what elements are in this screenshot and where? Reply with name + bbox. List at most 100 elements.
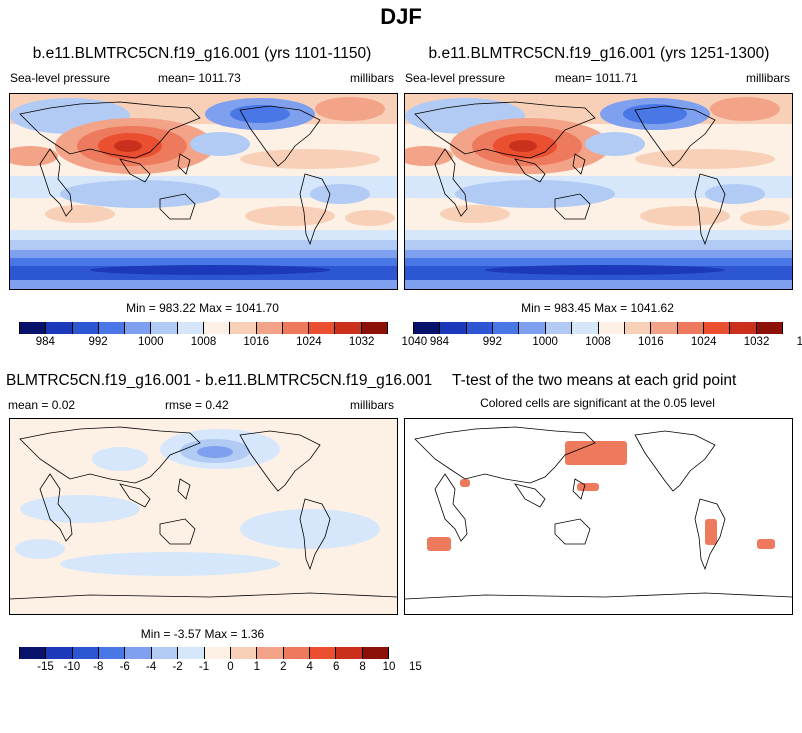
colorbar-swatch xyxy=(151,647,179,659)
colorbar-tick-label: 1032 xyxy=(743,336,770,348)
panel1-colorbar-ticks: 984 992 1000 1008 1016 1024 1032 1040 xyxy=(19,336,427,350)
significant-cell xyxy=(757,539,775,549)
colorbar-tick-label: 1024 xyxy=(690,336,717,348)
colorbar-tick-label: -2 xyxy=(172,661,183,673)
panel2-colorbar-ticks: 984 992 1000 1008 1016 1024 1032 1040 xyxy=(413,336,802,350)
colorbar-tick-label: -4 xyxy=(146,661,157,673)
panel1-units-label: millibars xyxy=(350,71,395,85)
colorbar-swatch xyxy=(46,647,73,659)
panel2-colorbar xyxy=(413,322,784,334)
panel4-field-svg xyxy=(405,419,792,614)
colorbar-swatch xyxy=(98,322,126,334)
colorbar-tick-label: 1 xyxy=(253,661,261,673)
panel1-minmax: Min = 983.22 Max = 1041.70 xyxy=(126,301,279,315)
colorbar-swatch xyxy=(230,322,257,334)
colorbar-tick-label: 1000 xyxy=(137,336,164,348)
significant-cell xyxy=(427,537,451,551)
colorbar-swatch xyxy=(204,647,231,659)
colorbar-swatch xyxy=(125,322,152,334)
colorbar-tick-label: -1 xyxy=(198,661,210,673)
panel4-map xyxy=(404,418,793,615)
colorbar-swatch xyxy=(257,647,284,659)
panel3-map xyxy=(9,418,398,615)
significant-cells xyxy=(427,441,775,551)
panel1-field-svg xyxy=(10,94,397,289)
colorbar-swatch xyxy=(361,322,388,334)
colorbar-swatch xyxy=(178,647,205,659)
panel2-title: b.e11.BLMTRC5CN.f19_g16.001 (yrs 1251-13… xyxy=(428,45,770,62)
significant-cell xyxy=(565,441,627,465)
significant-cell xyxy=(577,483,599,491)
panel3-mean-label: mean = 0.02 xyxy=(8,398,76,412)
colorbar-tick-label: 1024 xyxy=(296,336,322,348)
colorbar-tick-label: 1008 xyxy=(585,336,611,348)
colorbar-swatch xyxy=(598,322,625,334)
significant-cell xyxy=(705,519,717,545)
colorbar-tick-label: 0 xyxy=(227,661,234,673)
colorbar-swatch xyxy=(19,322,47,334)
colorbar-tick-label: 15 xyxy=(409,661,422,673)
panel4-title: T-test of the two means at each grid poi… xyxy=(452,372,737,389)
significant-cell xyxy=(460,479,470,487)
colorbar-swatch xyxy=(72,322,99,334)
colorbar-swatch xyxy=(256,322,283,334)
colorbar-tick-label: 1040 xyxy=(796,336,802,348)
colorbar-tick-label: -8 xyxy=(93,661,104,673)
colorbar-swatch xyxy=(572,322,599,334)
colorbar-tick-label: 1016 xyxy=(638,336,664,348)
colorbar-swatch xyxy=(362,647,390,659)
colorbar-tick-label: 2 xyxy=(280,661,287,673)
colorbar-swatch xyxy=(336,647,363,659)
colorbar-swatch xyxy=(756,322,784,334)
panel3-title: BLMTRC5CN.f19_g16.001 - b.e11.BLMTRC5CN.… xyxy=(6,372,433,389)
colorbar-tick-label: 1016 xyxy=(243,336,269,348)
colorbar-tick-label: 1040 xyxy=(401,336,428,348)
colorbar-swatch xyxy=(72,647,100,659)
colorbar-swatch xyxy=(46,322,73,334)
panel1-map xyxy=(9,93,398,290)
panel2-units-label: millibars xyxy=(746,71,791,85)
colorbar-swatch xyxy=(703,322,731,334)
panel2-variable-label: Sea-level pressure xyxy=(405,71,506,85)
panel3-colorbar xyxy=(19,647,390,659)
colorbar-swatch xyxy=(19,647,47,659)
colorbar-tick-label: -10 xyxy=(63,661,81,673)
panel2-minmax: Min = 983.45 Max = 1041.62 xyxy=(521,301,674,315)
colorbar-tick-label: -6 xyxy=(119,661,130,673)
colorbar-tick-label: 4 xyxy=(306,661,313,673)
colorbar-swatch xyxy=(413,322,441,334)
colorbar-tick-label: 992 xyxy=(482,336,502,348)
panel2-map xyxy=(404,93,793,290)
colorbar-tick-label: 8 xyxy=(359,661,366,673)
colorbar-swatch xyxy=(282,322,310,334)
colorbar-tick-label: 992 xyxy=(88,336,108,348)
colorbar-tick-label: 1000 xyxy=(532,336,558,348)
figure-title: DJF xyxy=(380,4,422,29)
panel3-colorbar-ticks: -15 -10 -8 -6 -4 -2 -1 0 1 2 4 6 8 10 15 xyxy=(19,661,422,675)
colorbar-tick-label: 1008 xyxy=(190,336,217,348)
colorbar-swatch xyxy=(125,647,152,659)
colorbar-swatch xyxy=(335,322,362,334)
panel4-subtitle: Colored cells are significant at the 0.0… xyxy=(480,396,715,410)
colorbar-swatch xyxy=(519,322,546,334)
colorbar-swatch xyxy=(203,322,231,334)
colorbar-swatch xyxy=(151,322,178,334)
colorbar-swatch xyxy=(99,647,126,659)
colorbar-swatch xyxy=(730,322,757,334)
panel3-minmax: Min = -3.57 Max = 1.36 xyxy=(140,627,265,641)
colorbar-swatch xyxy=(466,322,494,334)
colorbar-swatch xyxy=(177,322,204,334)
panel3-rmse-label: rmse = 0.42 xyxy=(165,398,229,412)
colorbar-swatch xyxy=(677,322,704,334)
colorbar-tick-label: 10 xyxy=(382,661,396,673)
colorbar-swatch xyxy=(230,647,258,659)
colorbar-tick-label: 984 xyxy=(429,336,450,348)
panel1-mean-label: mean= 1011.73 xyxy=(158,71,241,85)
colorbar-swatch xyxy=(440,322,467,334)
panel1-variable-label: Sea-level pressure xyxy=(10,71,111,85)
colorbar-swatch xyxy=(309,322,336,334)
colorbar-swatch xyxy=(493,322,520,334)
colorbar-tick-label: 1032 xyxy=(348,336,375,348)
panel3-field-svg xyxy=(10,419,397,614)
